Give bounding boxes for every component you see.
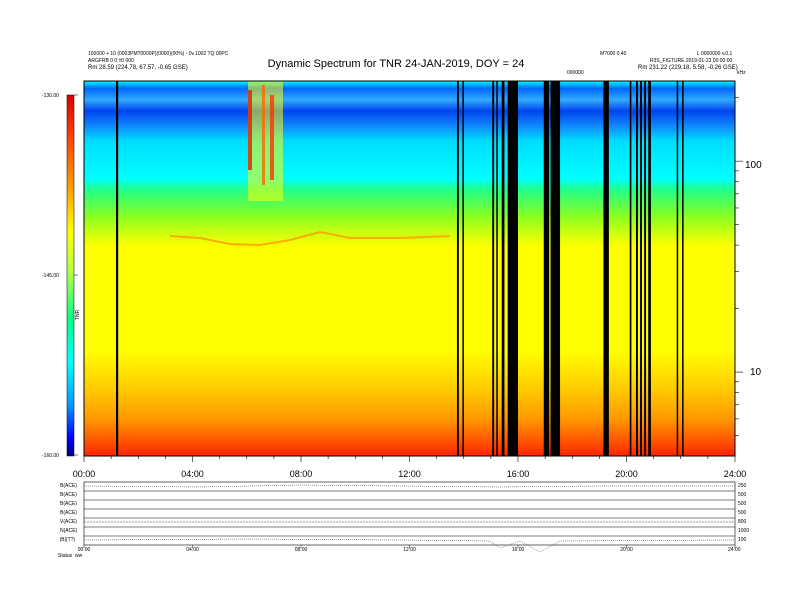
- data-gap-bar: [543, 81, 550, 456]
- panel-row-label: N(ACE): [60, 528, 78, 534]
- header-right-top1: M?000 0.40: [600, 51, 627, 57]
- lower-panel: [83, 481, 736, 553]
- data-gap-bar: [496, 81, 498, 456]
- panel-footer-value: ww: [75, 553, 83, 559]
- panel-x-tick-label: 16:00: [511, 547, 525, 553]
- panel-x-tick-label: 04:00: [186, 547, 199, 553]
- right-axis-unit: kHz: [737, 70, 746, 76]
- data-gap-bar: [603, 81, 609, 456]
- x-tick-label: 16:00: [506, 469, 530, 479]
- data-gap-bar: [676, 81, 679, 456]
- lower-panel-frame: [83, 481, 736, 546]
- data-gap-bar: [456, 81, 459, 456]
- spectrogram-background: [84, 81, 735, 456]
- spectrogram: [83, 80, 736, 457]
- colorbar-label-top: -130.00: [42, 93, 59, 99]
- colorbar: [66, 94, 75, 457]
- panel-row-right: 500: [738, 492, 747, 498]
- panel-row-right: 250: [738, 483, 747, 489]
- radio-burst-streak: [248, 90, 252, 170]
- data-gaps: [116, 81, 684, 456]
- panel-row-right: 500: [738, 501, 747, 507]
- panel-row-right: 1000: [738, 528, 750, 534]
- panel-row-right: 500: [738, 510, 747, 516]
- radio-burst-region: [248, 81, 283, 201]
- right-axis-label-10: 10: [750, 367, 762, 378]
- data-gap-bar: [635, 81, 638, 456]
- chart-title: Dynamic Spectrum for TNR 24-JAN-2019, DO…: [267, 58, 525, 70]
- x-tick-label: 12:00: [398, 469, 421, 479]
- data-gap-bar: [501, 81, 505, 456]
- data-gap-bar: [640, 81, 642, 456]
- trace-line: [83, 538, 736, 553]
- data-gap-bar: [629, 81, 632, 456]
- panel-row-right: 800: [738, 519, 747, 525]
- right-axis-ticks: [735, 97, 743, 436]
- panel-x-tick-label: 08:00: [294, 547, 308, 553]
- colorbar-label-bottom: -160.00: [42, 453, 59, 459]
- x-tick-label: 20:00: [615, 469, 638, 479]
- x-tick-label: 08:00: [289, 469, 313, 479]
- header-left-line2: ARGFRB 0 0 ±0 000: [88, 58, 134, 64]
- header-left-line3: Rm 28.59 (224.78, 67.57, -0.65 GSE): [88, 65, 188, 71]
- radio-burst-streak: [262, 85, 265, 185]
- data-gap-bar: [492, 81, 495, 456]
- data-gap-bar: [648, 81, 651, 456]
- x-tick-label: 00:00: [72, 469, 96, 479]
- header-right-top2: L 0000000 v.0.1: [697, 51, 733, 57]
- colorbar-label-mid: -145.00: [42, 273, 59, 279]
- panel-row-label: B(ACE): [60, 510, 77, 516]
- right-axis-label-100: 100: [745, 160, 762, 171]
- panel-x-tick-label: 12:00: [403, 547, 416, 553]
- header-left-line1: 100000 + 10 (0003PM?0000P)(0000)(00%) - …: [88, 51, 229, 57]
- lower-panel-x-ticks: [83, 545, 736, 548]
- panel-row-label: B(ACE): [60, 492, 77, 498]
- colorbar-unit: TNR: [75, 309, 81, 320]
- panel-x-tick-label: 20:00: [620, 547, 633, 553]
- header-right-line2: R3S_FIGTURE 2019-01-23 00:00:00: [650, 58, 733, 64]
- data-gap-bar: [644, 81, 647, 456]
- data-gap-bar: [116, 81, 119, 456]
- trace-line: [83, 484, 735, 488]
- header-right-line3: Rm 231.22 (229.18, 5.58, -0.26 GSE): [638, 65, 738, 71]
- plasma-line-feature: [169, 230, 451, 247]
- x-axis-ticks: [83, 456, 736, 462]
- panel-x-tick-label: 00:00: [77, 547, 91, 553]
- panel-row-label: B(ACE): [60, 501, 77, 507]
- panel-footer-status: Status: [58, 553, 73, 559]
- data-gap-bar: [507, 81, 518, 456]
- data-gap-bar: [682, 81, 684, 456]
- panel-row-right: 100: [738, 537, 747, 543]
- radio-burst-streak: [270, 95, 274, 180]
- panel-row-label: B(ACE): [60, 483, 77, 489]
- panel-x-tick-label: 24:00: [728, 547, 741, 553]
- panel-row-label: V(ACE): [60, 519, 77, 525]
- x-tick-label: 24:00: [723, 469, 747, 479]
- data-gap-bar: [462, 81, 464, 456]
- header-mid-label: 000000: [567, 70, 584, 76]
- x-tick-label: 04:00: [181, 469, 204, 479]
- data-gap-bar: [550, 81, 561, 456]
- panel-row-label: |B|(T?): [60, 537, 76, 543]
